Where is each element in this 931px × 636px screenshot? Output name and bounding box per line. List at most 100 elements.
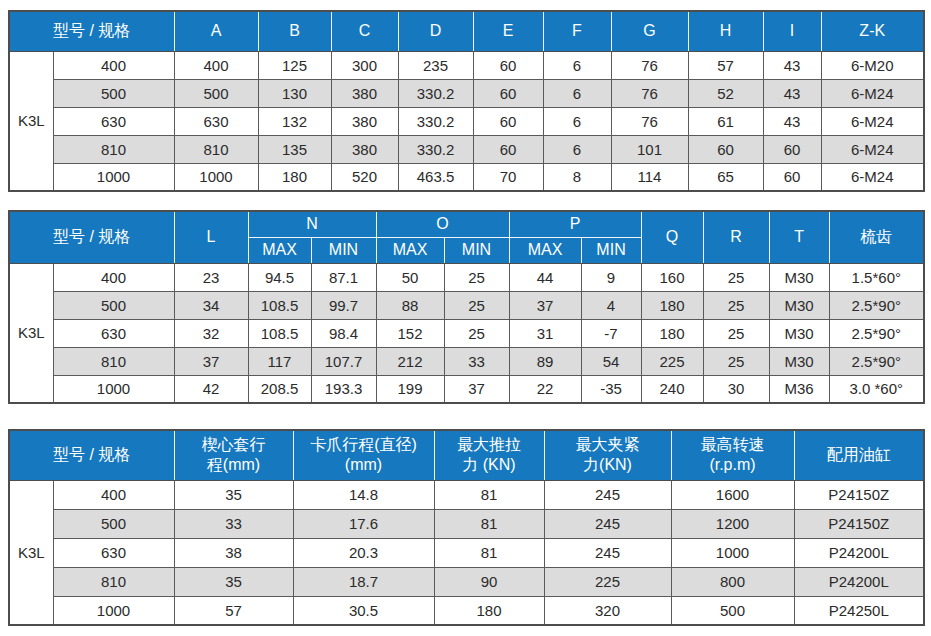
value-cell: 6 (543, 107, 611, 135)
value-cell: 1200 (671, 509, 794, 538)
value-cell: 89 (509, 347, 581, 375)
value-cell: 101 (611, 135, 688, 163)
table-row: 10005730.5180320500P24250L (9, 596, 924, 625)
value-cell: 25 (444, 319, 509, 347)
value-cell: 800 (671, 567, 794, 596)
spec-cell: 1000 (53, 375, 174, 403)
value-cell: 35 (174, 480, 293, 509)
column-header: 型号 / 规格 (9, 211, 174, 263)
value-cell: 6-M24 (821, 107, 924, 135)
value-cell: 33 (444, 347, 509, 375)
value-cell: 180 (258, 163, 331, 191)
spec-cell: 630 (53, 538, 174, 567)
value-cell: 245 (544, 538, 671, 567)
value-cell: 2.5*90° (829, 291, 924, 319)
value-cell: 98.4 (311, 319, 376, 347)
value-cell: 4 (581, 291, 641, 319)
value-cell: 130 (258, 79, 331, 107)
value-cell: 57 (174, 596, 293, 625)
value-cell: 180 (641, 319, 703, 347)
value-cell: 320 (544, 596, 671, 625)
value-cell: 212 (376, 347, 444, 375)
column-header: H (688, 11, 763, 51)
table-row: 6303820.3812451000P24200L (9, 538, 924, 567)
value-cell: 17.6 (293, 509, 434, 538)
table-gap (8, 192, 923, 210)
column-header: N (248, 211, 376, 237)
value-cell: 76 (611, 51, 688, 79)
value-cell: 107.7 (311, 347, 376, 375)
header-row: 型号 / 规格楔心套行 程(mm)卡爪行程(直径) (mm)最大推拉 力 (KN… (9, 430, 924, 480)
value-cell: 500 (174, 79, 258, 107)
spec-cell: 400 (53, 51, 174, 79)
model-label: K3L (9, 51, 53, 191)
value-cell: 70 (473, 163, 543, 191)
value-cell: 43 (763, 107, 821, 135)
value-cell: 3.0 *60° (829, 375, 924, 403)
table-row: 630630132380330.26067661436-M24 (9, 107, 924, 135)
value-cell: 240 (641, 375, 703, 403)
value-cell: 38 (174, 538, 293, 567)
value-cell: 60 (473, 51, 543, 79)
value-cell: 300 (331, 51, 398, 79)
value-cell: 6 (543, 79, 611, 107)
table-row: 810810135380330.260610160606-M24 (9, 135, 924, 163)
column-header: E (473, 11, 543, 51)
column-header: P (509, 211, 641, 237)
value-cell: 108.5 (248, 319, 311, 347)
column-header: 最高转速 (r.p.m) (671, 430, 794, 480)
column-header: R (703, 211, 769, 263)
value-cell: 23 (174, 263, 248, 291)
table-row: K3L4004001253002356067657436-M20 (9, 51, 924, 79)
table-gap (8, 404, 923, 429)
column-header: F (543, 11, 611, 51)
value-cell: 25 (703, 319, 769, 347)
value-cell: 380 (331, 107, 398, 135)
value-cell: P24250L (794, 596, 924, 625)
value-cell: 6-M24 (821, 163, 924, 191)
value-cell: 60 (763, 163, 821, 191)
value-cell: 60 (473, 107, 543, 135)
column-header: Z-K (821, 11, 924, 51)
value-cell: 25 (444, 263, 509, 291)
value-cell: 132 (258, 107, 331, 135)
value-cell: 193.3 (311, 375, 376, 403)
model-label: K3L (9, 263, 53, 403)
value-cell: 81 (434, 480, 544, 509)
value-cell: -7 (581, 319, 641, 347)
spec-cell: 400 (53, 263, 174, 291)
value-cell: 160 (641, 263, 703, 291)
column-header: 卡爪行程(直径) (mm) (293, 430, 434, 480)
value-cell: 180 (641, 291, 703, 319)
column-header: Q (641, 211, 703, 263)
table-row: 81037117107.721233895422525M302.5*90° (9, 347, 924, 375)
value-cell: 18.7 (293, 567, 434, 596)
value-cell: 87.1 (311, 263, 376, 291)
column-header: C (331, 11, 398, 51)
value-cell: 2.5*90° (829, 319, 924, 347)
column-header: 配用油缸 (794, 430, 924, 480)
column-header: G (611, 11, 688, 51)
column-header: L (174, 211, 248, 263)
value-cell: 630 (174, 107, 258, 135)
value-cell: 180 (434, 596, 544, 625)
spec-cell: 500 (53, 79, 174, 107)
value-cell: M30 (769, 263, 829, 291)
value-cell: P24200L (794, 567, 924, 596)
value-cell: 1.5*60° (829, 263, 924, 291)
travel-table: 型号 / 规格LNOPQRT梳齿MAXMINMAXMINMAXMINK3L400… (8, 210, 925, 404)
column-header: T (769, 211, 829, 263)
value-cell: 94.5 (248, 263, 311, 291)
value-cell: M30 (769, 319, 829, 347)
value-cell: 60 (473, 135, 543, 163)
column-header: B (258, 11, 331, 51)
spec-cell: 630 (53, 107, 174, 135)
column-header: 最大推拉 力 (KN) (434, 430, 544, 480)
column-header: 型号 / 规格 (9, 11, 174, 51)
spec-cell: 630 (53, 319, 174, 347)
value-cell: 42 (174, 375, 248, 403)
value-cell: 208.5 (248, 375, 311, 403)
value-cell: 225 (544, 567, 671, 596)
value-cell: 57 (688, 51, 763, 79)
value-cell: 199 (376, 375, 444, 403)
